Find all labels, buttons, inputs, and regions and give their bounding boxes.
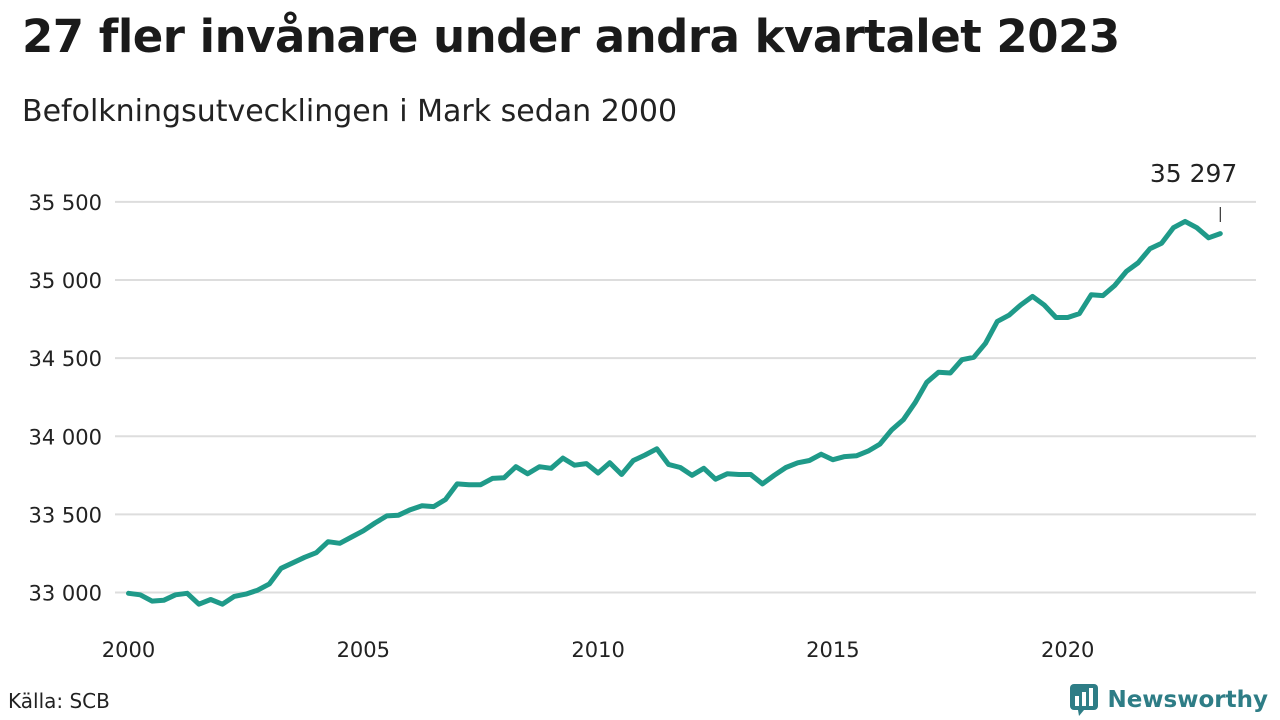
y-tick-label: 33 500 xyxy=(29,503,102,527)
x-axis-ticks: 2000 2005 2010 2015 2020 xyxy=(102,638,1095,662)
y-tick-label: 33 000 xyxy=(29,582,102,606)
annotation-layer: 35 297 xyxy=(1150,159,1237,222)
x-tick-label: 2005 xyxy=(337,638,390,662)
brand-name: Newsworthy xyxy=(1107,687,1268,713)
x-tick-label: 2020 xyxy=(1041,638,1094,662)
y-tick-label: 35 500 xyxy=(29,191,102,215)
chart-title: 27 fler invånare under andra kvartalet 2… xyxy=(22,10,1120,63)
x-tick-label: 2010 xyxy=(571,638,624,662)
grid-lines xyxy=(115,200,1256,594)
bar-chart-logo-icon xyxy=(1070,684,1099,716)
source-note: Källa: SCB xyxy=(8,689,110,713)
series-line xyxy=(126,218,1223,607)
y-axis-ticks: 33 000 33 500 34 000 34 500 35 000 35 500 xyxy=(29,191,102,606)
last-value-label: 35 297 xyxy=(1150,159,1237,188)
y-tick-label: 34 500 xyxy=(29,347,102,371)
series-layer xyxy=(126,218,1223,607)
brand-logo[interactable]: Newsworthy xyxy=(1069,683,1268,717)
y-tick-label: 35 000 xyxy=(29,269,102,293)
chart-subtitle: Befolkningsutvecklingen i Mark sedan 200… xyxy=(22,94,678,129)
x-tick-label: 2015 xyxy=(806,638,859,662)
x-tick-label: 2000 xyxy=(102,638,155,662)
y-tick-label: 34 000 xyxy=(29,425,102,449)
